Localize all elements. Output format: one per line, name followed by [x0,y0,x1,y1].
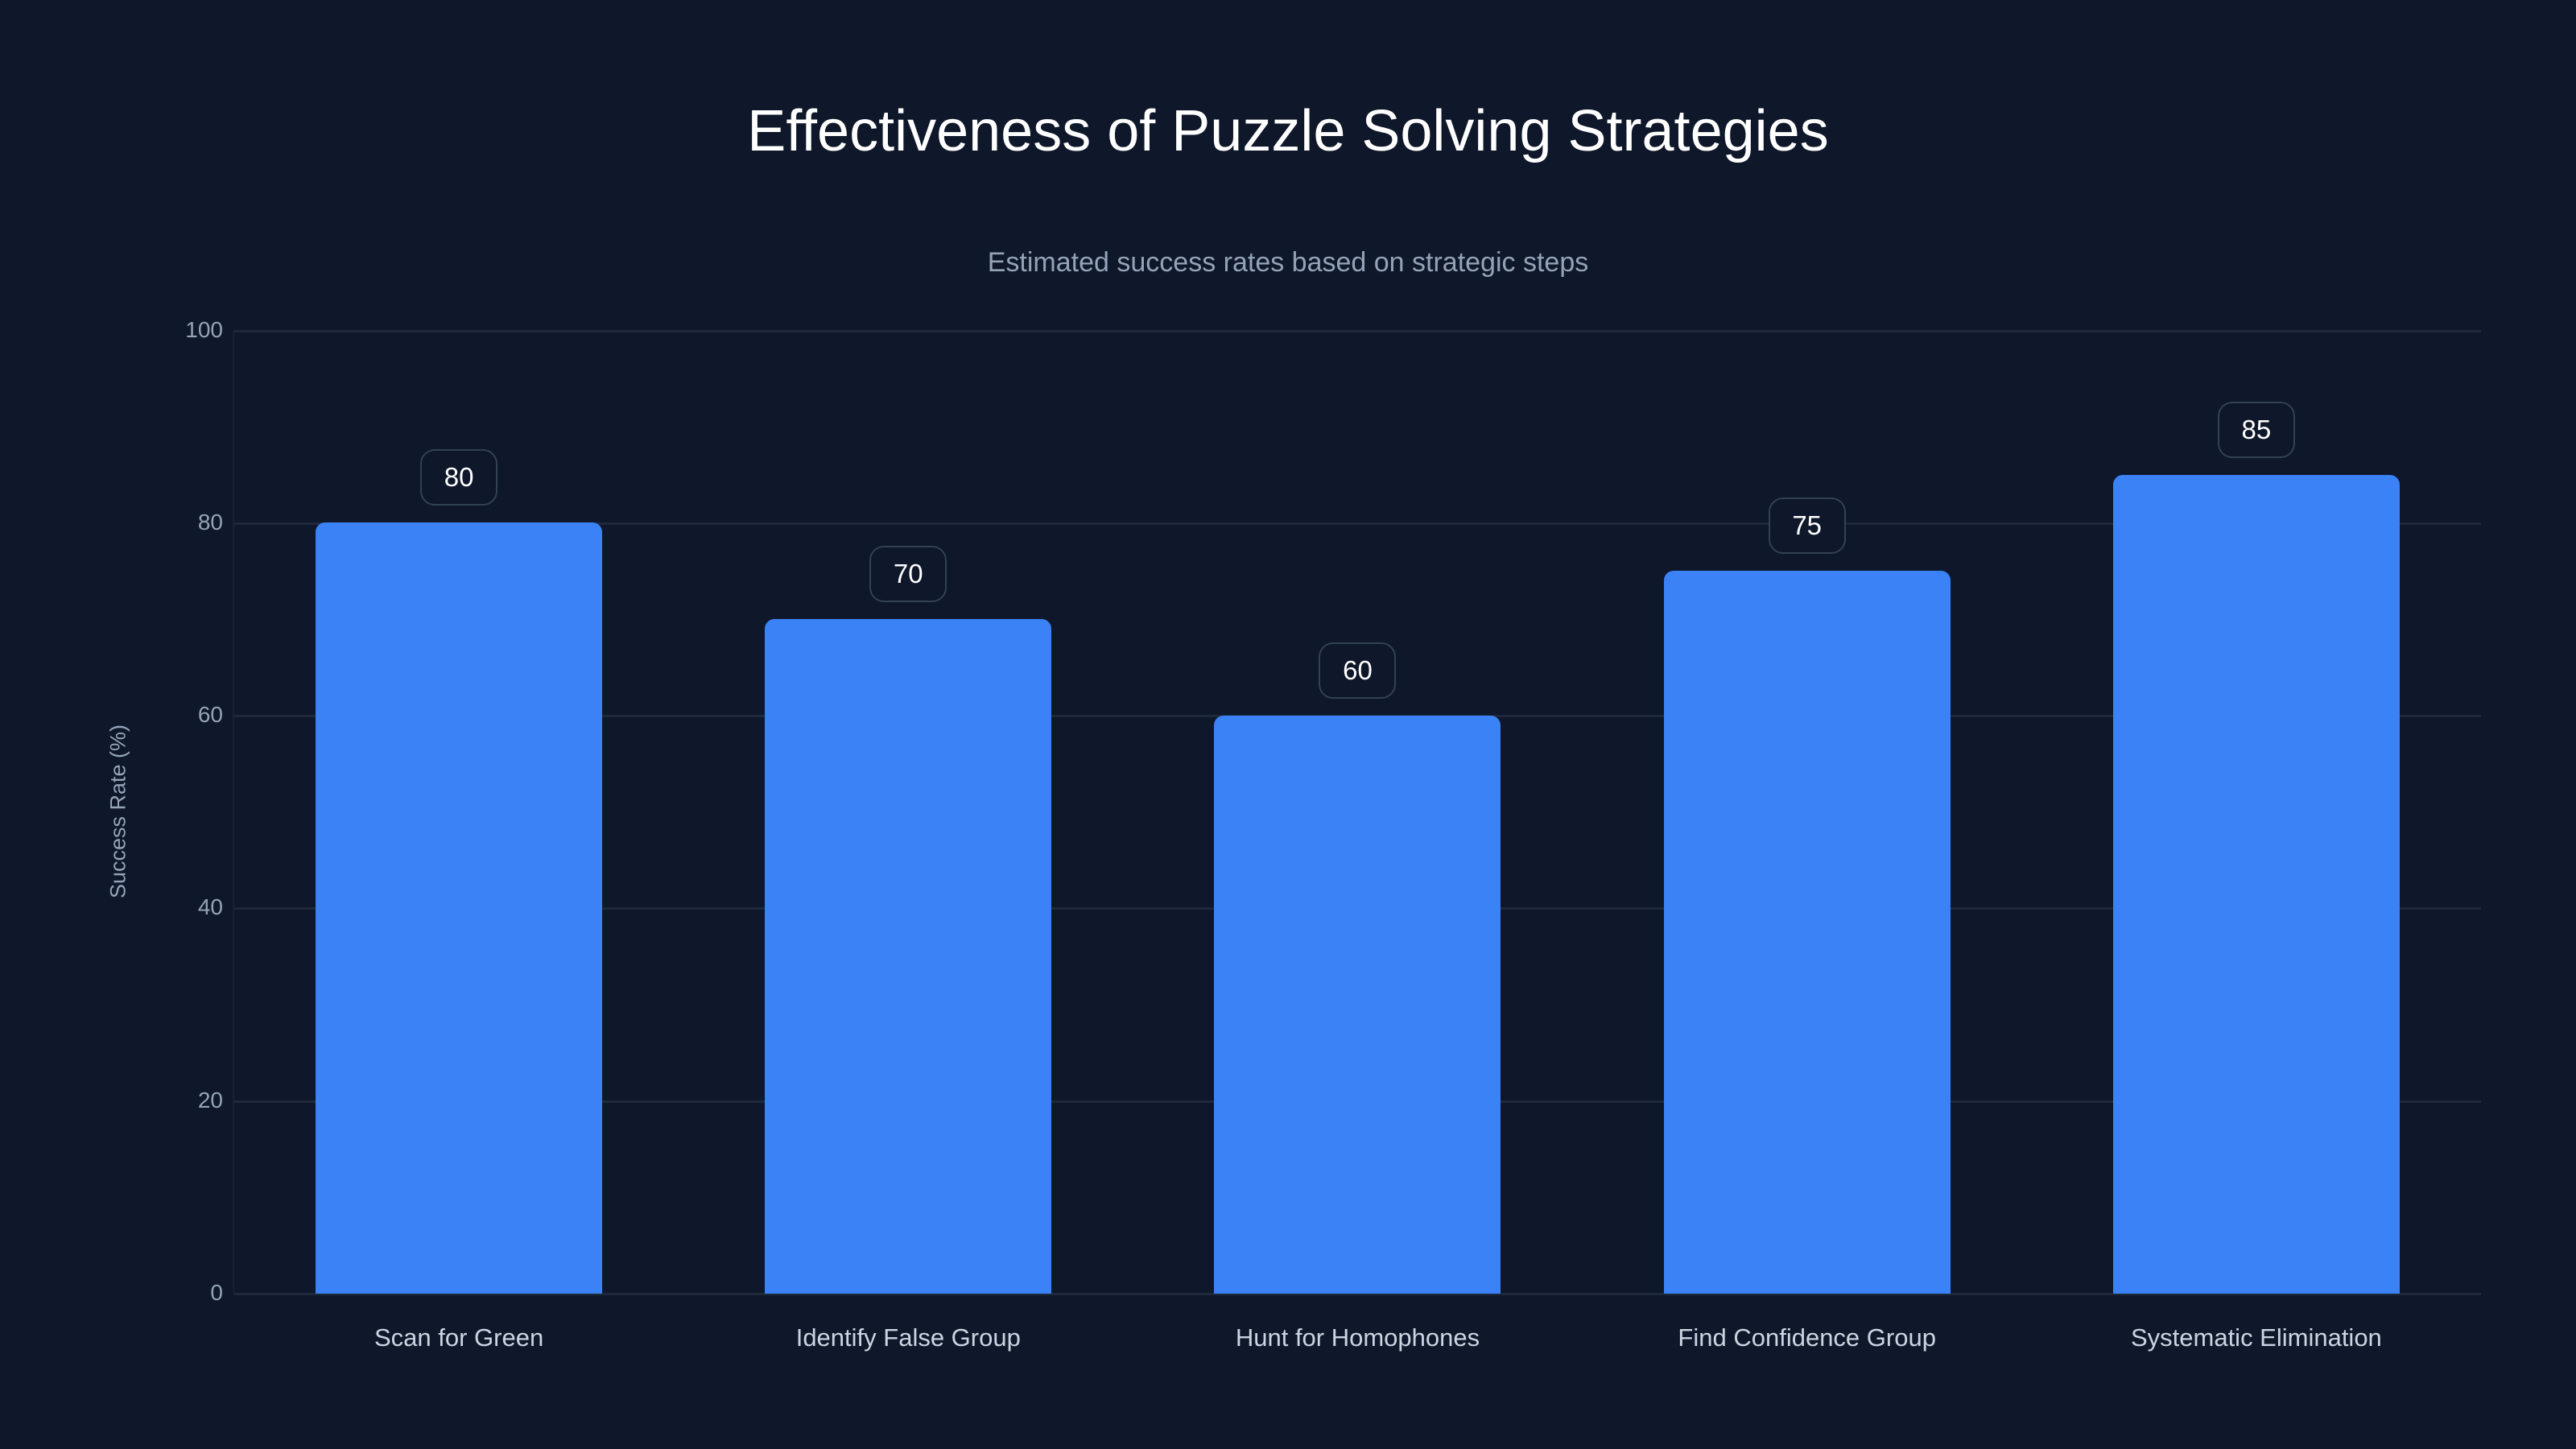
y-tick-80: 80 [197,510,223,535]
y-tick-60: 60 [197,702,223,727]
category-label: Scan for Green [374,1323,544,1352]
value-label: 80 [420,449,498,506]
plot-area: 100 80 60 40 20 0 80 Scan for Green 70 I… [185,317,2481,1352]
category-label: Identify False Group [795,1323,1021,1352]
bar[interactable] [1214,715,1501,1294]
y-axis-title: Success Rate (%) [105,724,130,899]
bar[interactable] [316,522,603,1294]
bar[interactable] [765,619,1052,1294]
bar-group: 85 Systematic Elimination [2032,330,2481,1352]
chart-title: Effectiveness of Puzzle Solving Strategi… [747,99,1829,163]
bar-group: 60 Hunt for Homophones [1133,330,1582,1352]
y-tick-100: 100 [185,317,223,342]
gridline-80 [234,522,2481,525]
bar-group: 80 Scan for Green [234,330,683,1352]
y-tick-20: 20 [197,1088,223,1113]
gridline-0 [234,1293,2481,1295]
gridline-100 [234,330,2481,332]
bar[interactable] [1663,571,1951,1294]
bar-group: 70 Identify False Group [683,330,1133,1352]
value-label: 85 [2217,401,2295,458]
y-tick-0: 0 [210,1280,223,1305]
bar[interactable] [2112,474,2400,1294]
value-label: 60 [1319,642,1397,699]
category-label: Hunt for Homophones [1235,1323,1480,1352]
value-label: 70 [869,546,947,603]
category-label: Systematic Elimination [2130,1323,2382,1352]
bar-group: 75 Find Confidence Group [1583,330,2032,1352]
value-label: 75 [1768,497,1846,555]
chart-subtitle: Estimated success rates based on strateg… [987,247,1589,278]
category-label: Find Confidence Group [1678,1323,1936,1352]
y-tick-40: 40 [197,894,223,919]
